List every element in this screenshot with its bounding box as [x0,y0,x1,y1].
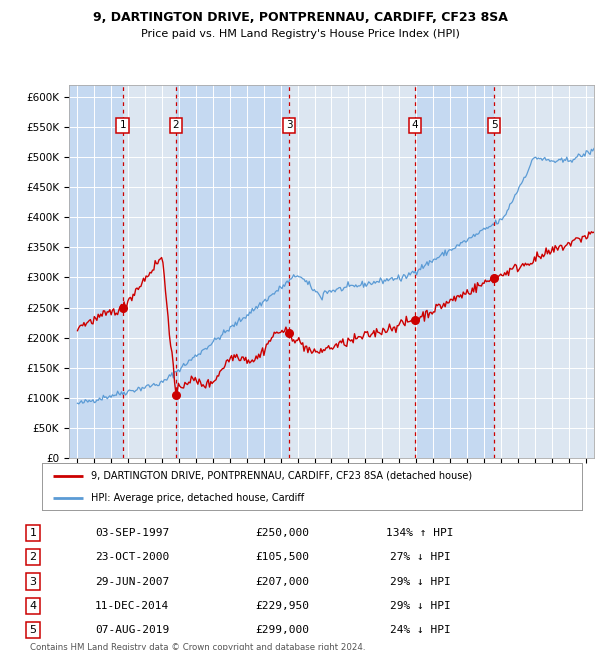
Text: Price paid vs. HM Land Registry's House Price Index (HPI): Price paid vs. HM Land Registry's House … [140,29,460,39]
Text: £229,950: £229,950 [255,601,309,611]
Text: 1: 1 [119,120,126,131]
Text: 2: 2 [29,552,37,562]
Text: 4: 4 [29,601,37,611]
Bar [176,84,289,458]
Text: 03-SEP-1997: 03-SEP-1997 [95,528,169,538]
Text: 5: 5 [491,120,497,131]
Text: HPI: Average price, detached house, Cardiff: HPI: Average price, detached house, Card… [91,493,304,503]
Text: 1: 1 [29,528,37,538]
Text: 24% ↓ HPI: 24% ↓ HPI [389,625,451,635]
Text: 9, DARTINGTON DRIVE, PONTPRENNAU, CARDIFF, CF23 8SA: 9, DARTINGTON DRIVE, PONTPRENNAU, CARDIF… [92,11,508,24]
Text: 4: 4 [412,120,418,131]
Text: 3: 3 [29,577,37,586]
Text: 07-AUG-2019: 07-AUG-2019 [95,625,169,635]
Text: 5: 5 [29,625,37,635]
Text: Contains HM Land Registry data © Crown copyright and database right 2024.: Contains HM Land Registry data © Crown c… [30,644,365,650]
Text: 134% ↑ HPI: 134% ↑ HPI [386,528,454,538]
Text: £299,000: £299,000 [255,625,309,635]
Text: 27% ↓ HPI: 27% ↓ HPI [389,552,451,562]
Text: 29% ↓ HPI: 29% ↓ HPI [389,577,451,586]
Text: 29% ↓ HPI: 29% ↓ HPI [389,601,451,611]
Bar [415,84,494,458]
Text: £105,500: £105,500 [255,552,309,562]
Text: 2: 2 [173,120,179,131]
Text: £207,000: £207,000 [255,577,309,586]
Text: 3: 3 [286,120,292,131]
Text: 11-DEC-2014: 11-DEC-2014 [95,601,169,611]
Text: £250,000: £250,000 [255,528,309,538]
Text: 23-OCT-2000: 23-OCT-2000 [95,552,169,562]
Text: 9, DARTINGTON DRIVE, PONTPRENNAU, CARDIFF, CF23 8SA (detached house): 9, DARTINGTON DRIVE, PONTPRENNAU, CARDIF… [91,471,472,480]
Bar [69,84,122,458]
Text: 29-JUN-2007: 29-JUN-2007 [95,577,169,586]
